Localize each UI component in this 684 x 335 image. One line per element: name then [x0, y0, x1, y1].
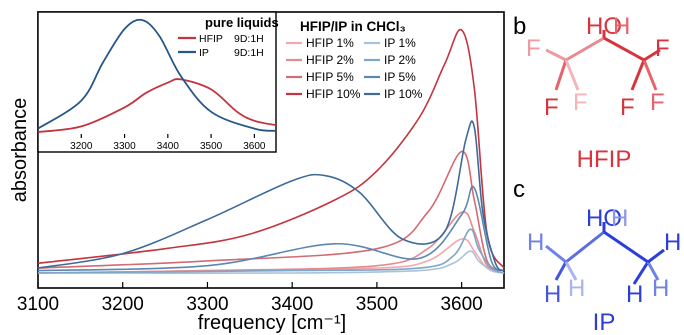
hfip-atom-f: F	[526, 35, 541, 62]
ip-bond	[603, 230, 649, 264]
legend-title: HFIP/IP in CHCl₃	[300, 19, 406, 34]
hfip-name: HFIP	[577, 146, 632, 173]
hfip-atom-f: F	[620, 94, 635, 121]
legend-entry: HFIP 1%	[306, 36, 354, 50]
ip-atom-h: H	[544, 281, 561, 308]
main-series-line	[37, 120, 505, 272]
inset-plot-frame	[37, 11, 277, 153]
inset-series-group	[37, 18, 277, 133]
y-axis-label: absorbance	[9, 98, 31, 203]
ip-atom-h: H	[626, 281, 643, 308]
ip-bond	[646, 261, 660, 281]
ip-atom-h: H	[611, 205, 628, 232]
inset-tick-label: 3200	[70, 141, 93, 152]
legend-entry: IP 5%	[384, 70, 416, 84]
main-tick-label: 3200	[102, 294, 144, 315]
legend-items: HFIP 1% HFIP 2% HFIP 5% HFIP 10% IP 1% IP 2% I…	[286, 36, 423, 101]
inset-tick-label: 3400	[157, 141, 180, 152]
legend-entry: IP 1%	[384, 36, 416, 50]
ip-name: IP	[593, 309, 616, 335]
inset-x-ticks: 3200 3300 3400 3500 3600	[70, 134, 266, 152]
inset-tick-label: 3500	[200, 141, 223, 152]
ip-molecule: c HO H H H H H H H IP	[513, 176, 681, 335]
main-tick-label: 3600	[440, 294, 482, 315]
main-series-line	[37, 228, 505, 274]
x-axis-label: frequency [cm⁻¹]	[198, 312, 346, 334]
ip-bond	[554, 261, 568, 281]
hfip-atom-f: F	[573, 89, 588, 116]
hfip-atom-f: F	[650, 89, 665, 116]
panel-label-c: c	[513, 176, 525, 203]
inset-title: pure liquids	[205, 15, 279, 30]
inset-legend-ratio: 9D:1H	[234, 33, 264, 45]
main-x-ticks: 3100 3200 3300 3400 3500 3600	[17, 282, 483, 315]
ip-atom-h: H	[664, 229, 681, 256]
main-series-line	[37, 150, 505, 272]
inset-tick-label: 3300	[113, 141, 136, 152]
main-tick-label: 3300	[186, 294, 228, 315]
main-tick-label: 3400	[271, 294, 313, 315]
hfip-bond	[603, 36, 645, 62]
ip-bond	[545, 244, 567, 264]
inset-legend-entry: IP	[199, 47, 209, 59]
hfip-bond	[642, 59, 658, 91]
hfip-bond	[545, 48, 567, 62]
ip-atom-h: H	[652, 275, 669, 302]
hfip-atom-f: F	[544, 94, 559, 121]
inset-tick-label: 3600	[243, 141, 266, 152]
hfip-atom-o: HO	[586, 13, 622, 40]
ip-atom-o: HO	[586, 205, 622, 232]
main-tick-label: 3100	[17, 294, 59, 315]
inset-legend: HFIP 9D:1H IP 9D:1H	[178, 33, 264, 59]
legend-entry: IP 2%	[384, 53, 416, 67]
legend-entry: HFIP 10%	[306, 87, 361, 101]
main-series-line	[37, 28, 505, 269]
ip-bond	[632, 261, 650, 285]
main-legend: HFIP/IP in CHCl₃ HFIP 1%HFIP 2%HFIP 5%HF…	[286, 19, 423, 101]
legend-entry: HFIP 2%	[306, 53, 354, 67]
hfip-bond	[630, 59, 646, 91]
ip-atom-h: H	[527, 229, 544, 256]
legend-entry: IP 10%	[384, 87, 423, 101]
panel-label-b: b	[513, 13, 526, 40]
ip-atom-h: H	[568, 275, 585, 302]
legend-entry: HFIP 5%	[306, 70, 354, 84]
hfip-atom-f: F	[655, 35, 670, 62]
inset-legend-entry: HFIP	[199, 33, 223, 45]
hfip-molecule: b HO H F F F F F F HFIP	[513, 13, 670, 173]
main-series-line	[37, 185, 505, 272]
ip-bond	[647, 248, 665, 264]
hfip-bond	[554, 59, 568, 91]
main-series-group	[37, 28, 505, 274]
hfip-atom-h: H	[613, 13, 630, 40]
hfip-bond	[643, 48, 661, 62]
ip-bond	[564, 261, 578, 281]
inset-plot: 3200 3300 3400 3500 3600 pure liquids HFIP 9D…	[37, 11, 279, 153]
main-series-line	[37, 250, 505, 274]
hfip-bond	[565, 36, 605, 62]
hfip-bond	[564, 59, 580, 91]
inset-legend-ratio: 9D:1H	[234, 47, 264, 59]
main-tick-label: 3500	[356, 294, 398, 315]
inset-series-line	[37, 78, 277, 133]
inset-series-line	[37, 18, 277, 132]
ip-bond	[565, 230, 605, 264]
